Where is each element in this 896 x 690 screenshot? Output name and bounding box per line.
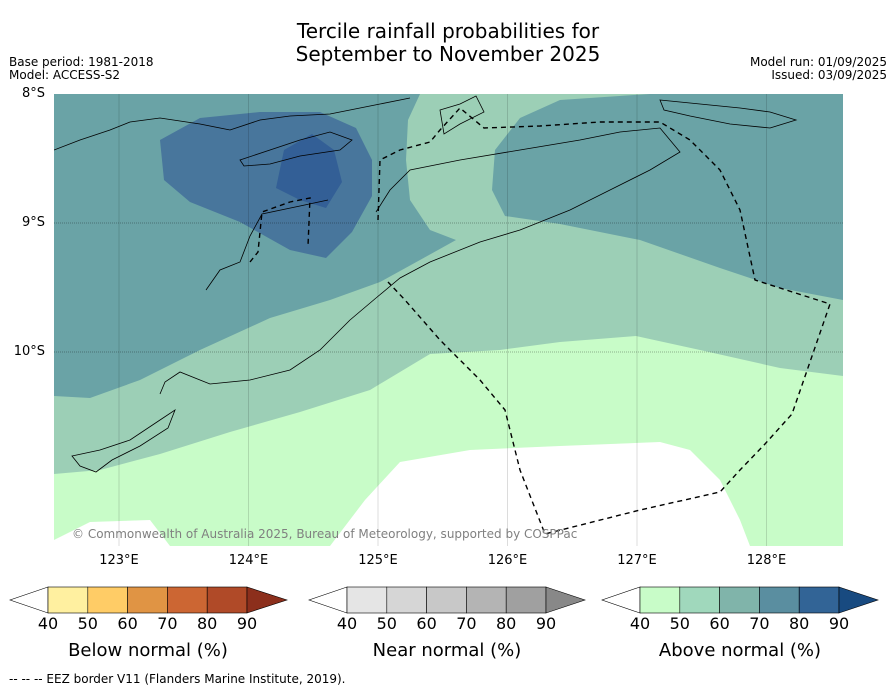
colorbar-under-triangle bbox=[9, 586, 49, 614]
colorbar-segment bbox=[719, 586, 760, 614]
colorbar-tick-label: 50 bbox=[77, 614, 98, 633]
colorbar-segment bbox=[505, 586, 547, 614]
colorbar-over-triangle bbox=[838, 586, 879, 614]
colorbar-under-triangle bbox=[601, 586, 641, 614]
colorbar-tick-label: 90 bbox=[535, 614, 557, 633]
colorbar-tick-label: 70 bbox=[749, 614, 770, 633]
colorbar-segment bbox=[798, 586, 840, 614]
meta-right: Model run: 01/09/2025 Issued: 03/09/2025 bbox=[750, 56, 887, 82]
graticule bbox=[54, 94, 843, 546]
coastline-flores-east bbox=[54, 97, 411, 151]
colorbar-title: Above normal (%) bbox=[658, 640, 822, 661]
copyright-notice: © Commonwealth of Australia 2025, Bureau… bbox=[72, 527, 578, 541]
issued-date: Issued: 03/09/2025 bbox=[771, 68, 887, 82]
coastline-timor-north bbox=[375, 127, 681, 299]
colorbar-tick-label: 90 bbox=[828, 614, 850, 633]
coastline-alor bbox=[239, 131, 353, 167]
coastline-wetar bbox=[439, 95, 485, 135]
footer-note: -- -- -- EEZ border V11 (Flanders Marine… bbox=[9, 672, 346, 686]
colorbar-tick-label: 50 bbox=[669, 614, 690, 633]
colorbar-tick-label: 80 bbox=[789, 614, 810, 633]
lon-label: 126°E bbox=[487, 553, 528, 568]
model-run: Model run: 01/09/2025 bbox=[749, 55, 887, 69]
colorbar-segment bbox=[759, 586, 800, 614]
colorbar-segment bbox=[167, 586, 208, 614]
colorbar-tick-label: 60 bbox=[709, 614, 730, 633]
colorbar-tick-label: 40 bbox=[336, 614, 358, 633]
coastline-babar bbox=[659, 99, 798, 129]
colorbar-segment bbox=[127, 586, 168, 614]
coastline-timor-south bbox=[159, 297, 377, 395]
colorbar-segment bbox=[466, 586, 507, 614]
colorbar-tick-label: 40 bbox=[629, 614, 651, 633]
coastline-west-timor-inland bbox=[205, 199, 329, 291]
colorbars bbox=[9, 586, 879, 614]
eez-border bbox=[249, 107, 831, 535]
colorbar-segment bbox=[386, 586, 427, 614]
colorbar-under-triangle bbox=[308, 586, 348, 614]
colorbar-segment bbox=[346, 586, 388, 614]
lon-label: 127°E bbox=[617, 553, 657, 568]
lon-label: 125°E bbox=[358, 553, 398, 568]
lon-label: 123°E bbox=[99, 553, 139, 568]
title-line-2: September to November 2025 bbox=[295, 42, 601, 66]
colorbar-tick-label: 70 bbox=[157, 614, 178, 633]
colorbar-segment bbox=[206, 586, 248, 614]
colorbar-tick-label: 70 bbox=[456, 614, 477, 633]
colorbar-tick-label: 40 bbox=[37, 614, 59, 633]
colorbar-segment bbox=[47, 586, 89, 614]
colorbar-tick-label: 60 bbox=[416, 614, 437, 633]
zone-above-60-east bbox=[492, 94, 843, 300]
colorbar-tick-label: 60 bbox=[117, 614, 138, 633]
lon-label: 128°E bbox=[746, 553, 787, 568]
colorbar-segment bbox=[639, 586, 681, 614]
chart-title: Tercile rainfall probabilities for Septe… bbox=[0, 20, 896, 66]
coastlines bbox=[54, 95, 798, 473]
coastline-sumba bbox=[71, 408, 176, 473]
colorbar-over-triangle bbox=[545, 586, 586, 614]
colorbar-segment bbox=[426, 586, 467, 614]
colorbar-over-triangle bbox=[246, 586, 288, 614]
colorbar-title: Near normal (%) bbox=[372, 640, 522, 661]
lon-label: 124°E bbox=[228, 553, 269, 568]
lat-label: 8°S bbox=[21, 86, 45, 101]
colorbar-tick-label: 80 bbox=[496, 614, 517, 633]
colorbar-segment bbox=[87, 586, 128, 614]
colorbar-tick-label: 90 bbox=[236, 614, 258, 633]
colorbar-title: Below normal (%) bbox=[68, 640, 228, 661]
base-period: Base period: 1981-2018 bbox=[9, 55, 154, 69]
meta-left: Base period: 1981-2018 Model: ACCESS-S2 bbox=[9, 56, 154, 82]
map-area bbox=[54, 94, 843, 546]
lat-label: 10°S bbox=[13, 344, 45, 359]
lat-label: 9°S bbox=[21, 215, 45, 230]
colorbar-tick-label: 80 bbox=[197, 614, 218, 633]
colorbar-tick-label: 50 bbox=[376, 614, 397, 633]
colorbar-segment bbox=[679, 586, 720, 614]
zone-below-threshold bbox=[54, 442, 750, 546]
title-line-1: Tercile rainfall probabilities for bbox=[296, 19, 600, 43]
model-name: Model: ACCESS-S2 bbox=[9, 68, 121, 82]
